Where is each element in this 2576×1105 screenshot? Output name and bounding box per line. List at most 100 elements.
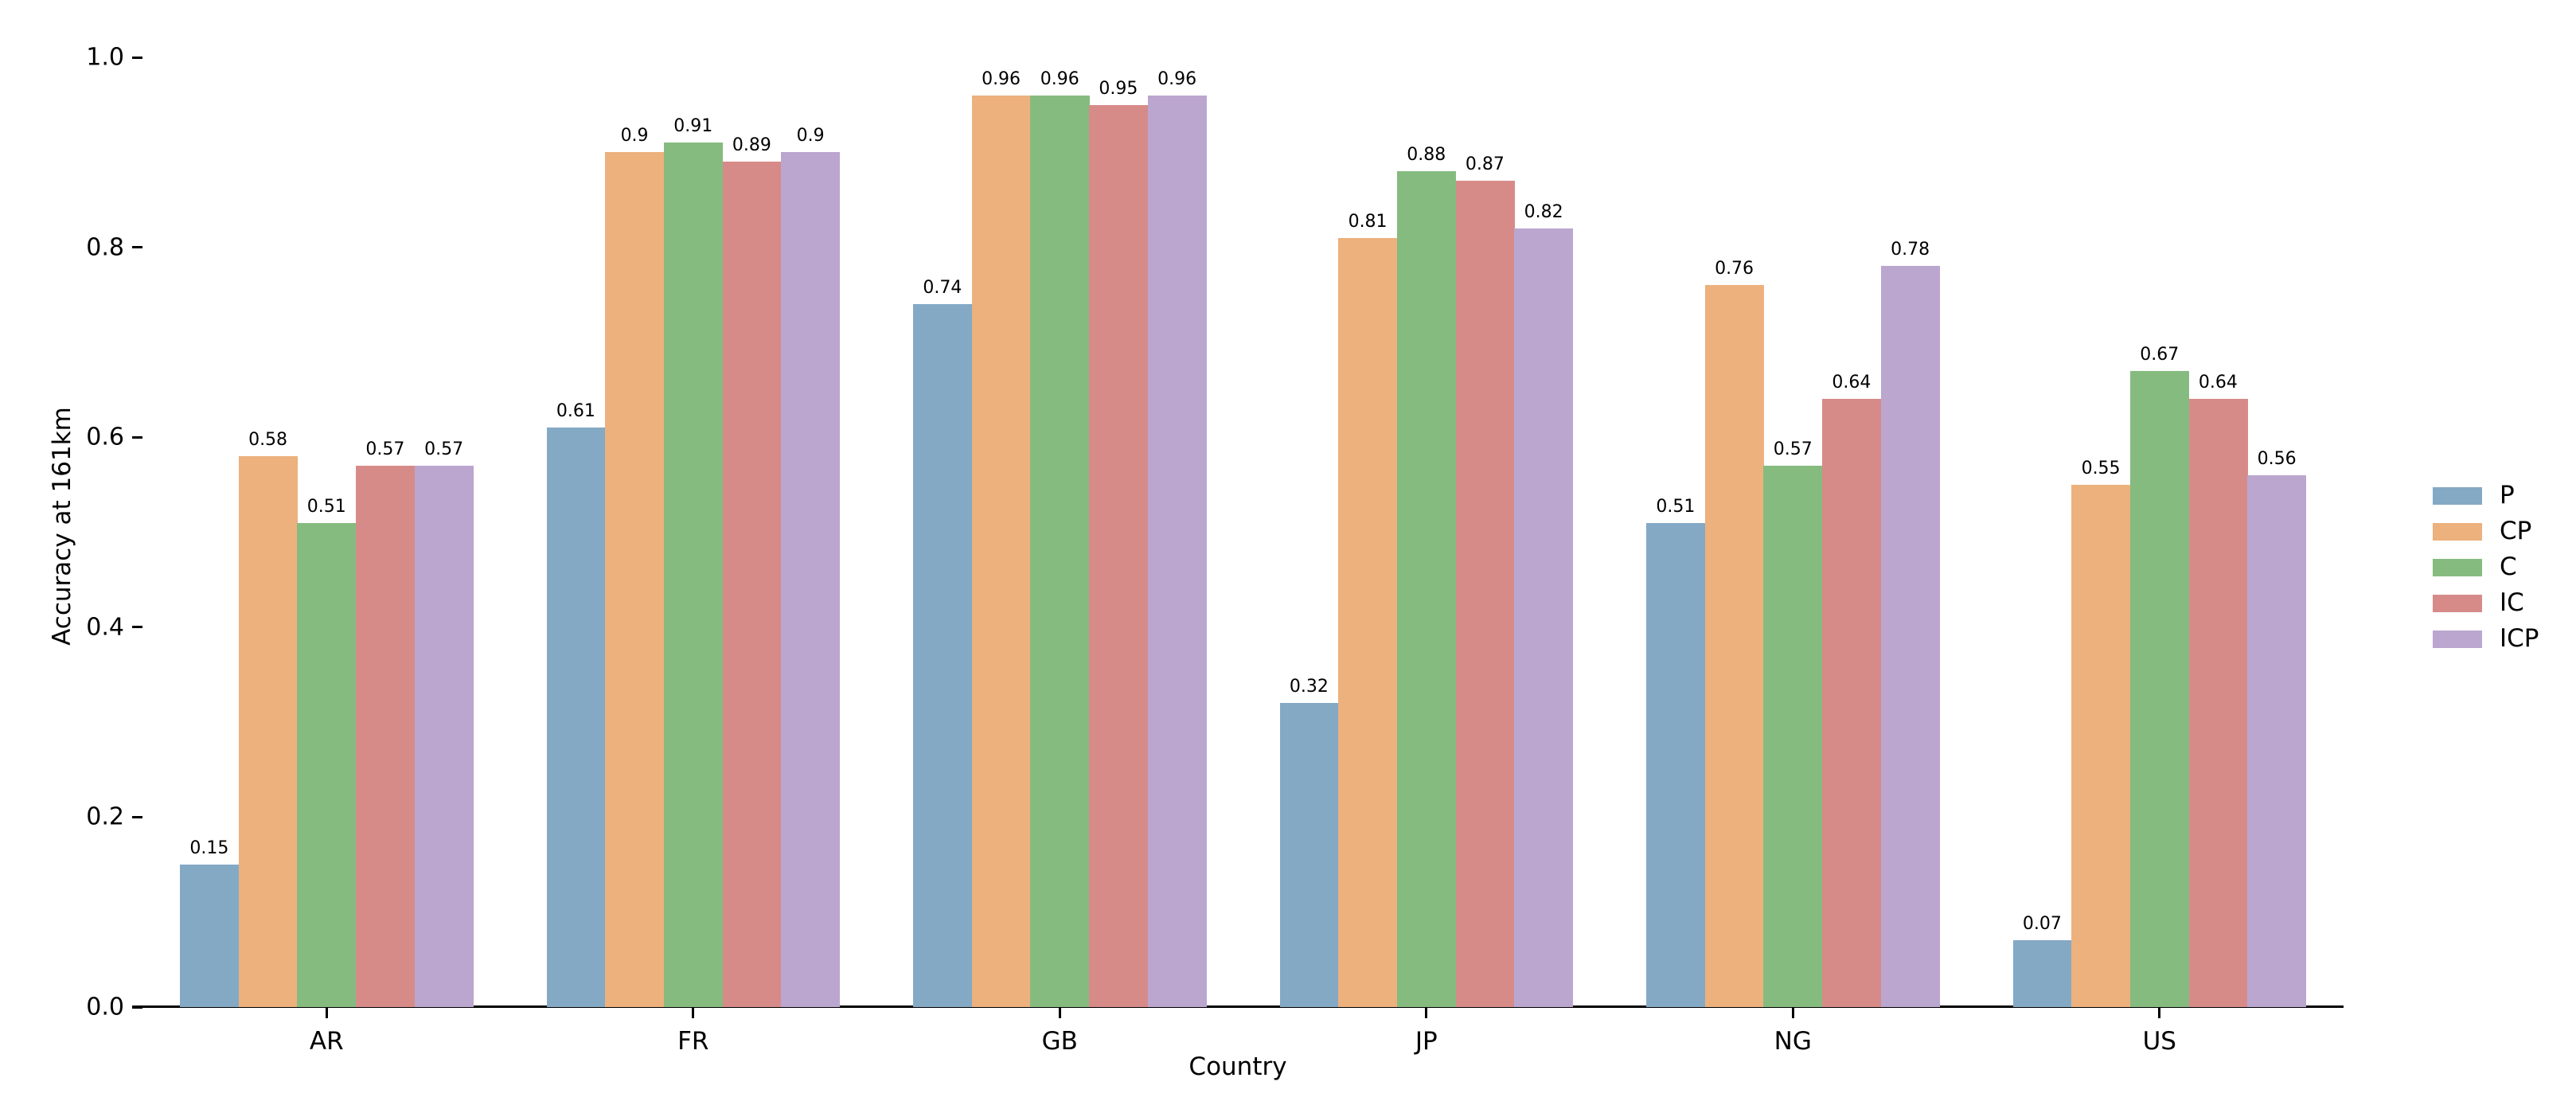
bar-value-label: 0.07 [2022,914,2062,935]
bar-CP-JP [1338,237,1398,1007]
x-tick-label-AR: AR [309,1027,344,1056]
legend-item-IC: IC [2433,585,2539,621]
bar-value-label: 0.9 [620,126,649,146]
bar-value-label: 0.89 [732,135,771,156]
bar-CP-AR [238,456,298,1007]
bar-IC-US [2188,399,2248,1007]
bar-CP-NG [1704,285,1764,1007]
bar-P-FR [546,428,606,1007]
bar-CP-FR [605,152,665,1007]
legend-label: P [2500,481,2515,510]
bar-value-label: 0.58 [248,430,288,451]
bar-value-label: 0.91 [673,116,713,137]
bar-value-label: 0.88 [1407,145,1446,166]
legend: P CP C IC ICP [2433,478,2539,657]
bar-value-label: 0.81 [1348,211,1388,232]
bar-IC-GB [1089,104,1149,1007]
bar-value-label: 0.96 [1157,68,1197,89]
legend-label: C [2500,552,2517,581]
bar-value-label: 0.82 [1524,201,1563,222]
y-tick-mark [132,1005,142,1009]
legend-label: CP [2500,517,2532,545]
bar-ICP-JP [1514,228,1574,1007]
bar-value-label: 0.55 [2081,458,2121,478]
legend-swatch [2433,594,2482,612]
bar-ICP-FR [781,152,841,1007]
legend-swatch [2433,630,2482,648]
bar-P-US [2012,940,2072,1007]
legend-item-CP: CP [2433,513,2539,549]
bar-value-label: 0.78 [1891,240,1930,260]
bar-C-FR [663,143,724,1007]
bar-value-label: 0.51 [1656,496,1696,517]
y-tick-label: 0.2 [86,802,124,831]
bar-P-NG [1646,522,1706,1007]
y-tick-label: 1.0 [86,43,124,72]
bar-P-AR [180,865,240,1007]
x-tick-label-NG: NG [1774,1027,1812,1056]
bar-IC-NG [1822,399,1882,1007]
bar-IC-AR [356,465,416,1007]
bar-value-label: 0.32 [1289,677,1329,697]
bar-value-label: 0.96 [1040,68,1079,89]
bar-P-JP [1279,703,1339,1007]
x-tick-mark [692,1008,695,1018]
bar-value-label: 0.64 [2198,373,2238,393]
x-tick-mark [2158,1008,2161,1018]
bar-C-NG [1763,465,1823,1007]
legend-item-ICP: ICP [2433,621,2539,657]
bar-ICP-AR [414,465,474,1007]
x-tick-label-GB: GB [1041,1027,1078,1056]
legend-label: IC [2500,588,2524,617]
y-tick-label: 0.4 [86,613,124,642]
bar-ICP-NG [1880,266,1940,1007]
bar-value-label: 0.57 [1773,439,1813,459]
bar-value-label: 0.67 [2140,344,2180,365]
bar-value-label: 0.51 [306,496,346,517]
bar-IC-FR [722,162,782,1007]
bar-ICP-GB [1147,95,1207,1007]
x-tick-mark [325,1008,328,1018]
y-tick-label: 0.8 [86,233,124,262]
bar-value-label: 0.57 [365,439,405,459]
bar-CP-US [2071,484,2131,1007]
x-tick-label-US: US [2142,1027,2176,1056]
bar-C-GB [1030,95,1090,1007]
bar-C-US [2129,370,2190,1007]
x-tick-label-FR: FR [677,1027,709,1056]
legend-label: ICP [2500,624,2539,653]
y-tick-mark [132,815,142,818]
y-tick-mark [132,246,142,249]
y-tick-label: 0.0 [86,993,124,1021]
y-tick-mark [132,626,142,629]
bar-value-label: 0.87 [1465,154,1505,175]
bar-value-label: 0.57 [424,439,464,459]
bar-CP-GB [971,95,1031,1007]
legend-swatch [2433,486,2482,505]
x-axis-line [132,1005,2344,1008]
bar-value-label: 0.74 [923,278,962,299]
bar-value-label: 0.15 [189,838,229,859]
legend-item-P: P [2433,478,2539,513]
bar-C-JP [1396,171,1457,1007]
legend-item-C: C [2433,549,2539,585]
y-tick-mark [132,435,142,439]
bar-value-label: 0.64 [1832,373,1872,393]
bar-value-label: 0.96 [982,68,1021,89]
bar-IC-JP [1455,181,1515,1007]
bar-C-AR [297,522,357,1007]
bar-value-label: 0.95 [1099,78,1138,99]
x-tick-mark [1058,1008,1061,1018]
bar-value-label: 0.56 [2257,448,2297,469]
x-tick-label-JP: JP [1415,1027,1438,1056]
x-axis-label: Country [1188,1052,1287,1081]
bar-value-label: 0.76 [1715,259,1754,279]
bar-ICP-US [2247,474,2307,1007]
bar-value-label: 0.9 [796,126,825,146]
bar-P-GB [913,304,973,1007]
x-tick-mark [1425,1008,1428,1018]
legend-swatch [2433,522,2482,541]
x-tick-mark [1791,1008,1794,1018]
legend-swatch [2433,558,2482,576]
